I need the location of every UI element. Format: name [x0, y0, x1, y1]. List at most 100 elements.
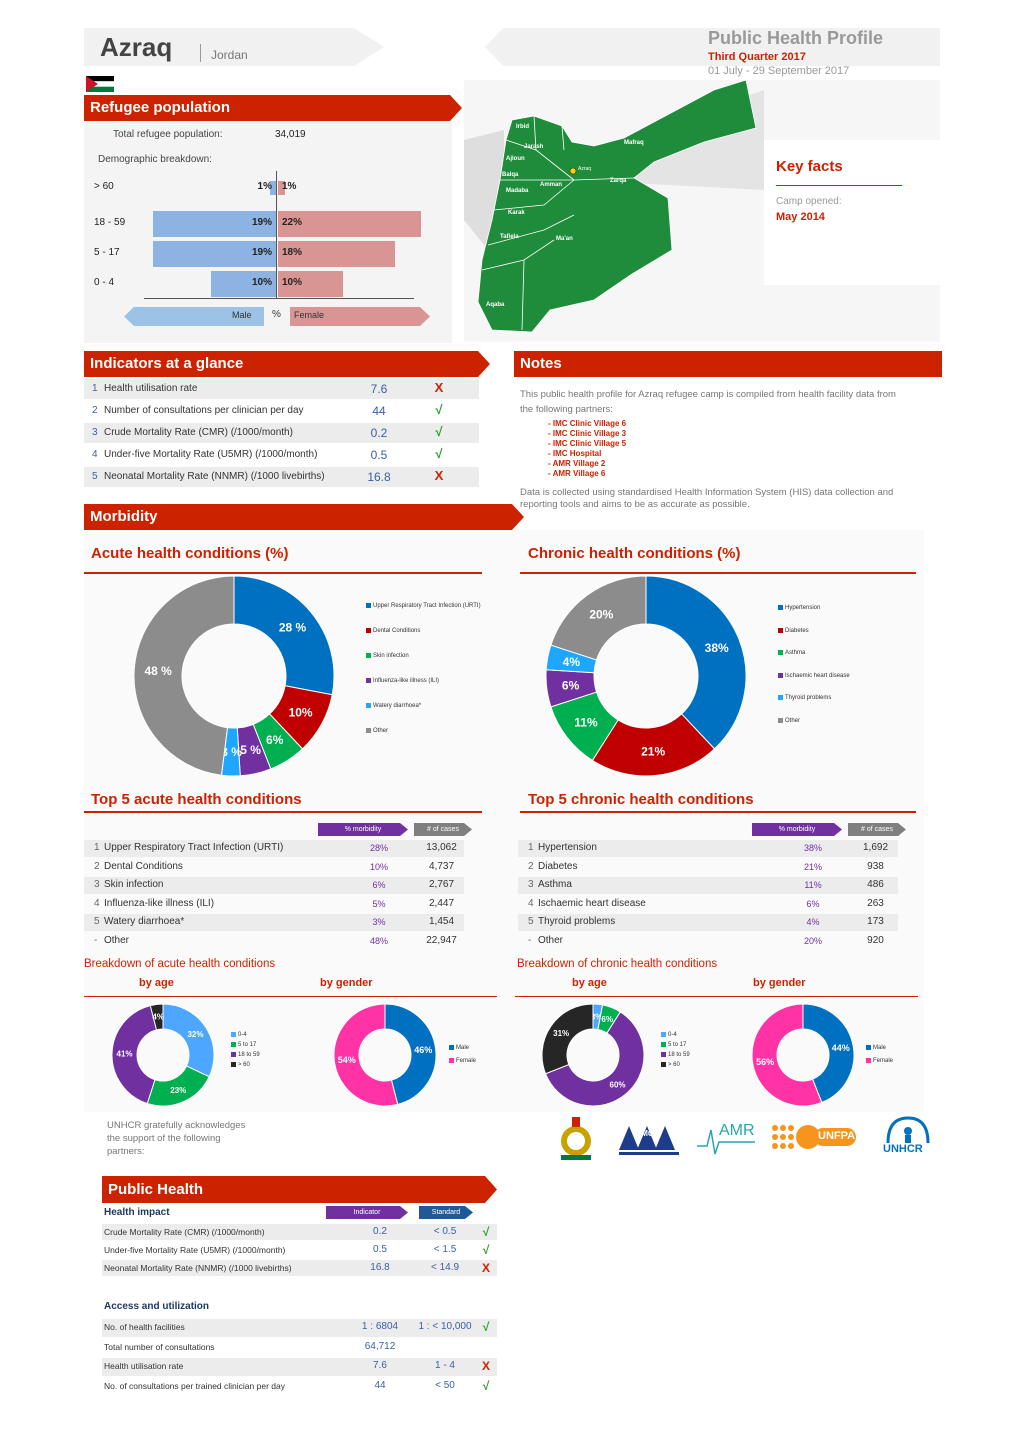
- donut-slice-label: 44%: [832, 1043, 850, 1053]
- acute-top-rule: [84, 811, 482, 813]
- title-divider: [200, 44, 201, 62]
- indicator-label: Health utilisation rate: [104, 383, 198, 394]
- legend-item: 5 to 17: [231, 1042, 256, 1048]
- health-row-standard: < 1.5: [433, 1244, 457, 1255]
- region-zarqa: Zarqa: [610, 178, 627, 184]
- condition-name: Other: [538, 934, 564, 946]
- chronic-top-title: Top 5 chronic health conditions: [528, 791, 754, 808]
- donut-slice-label: 60%: [610, 1080, 626, 1089]
- chronic-rule: [520, 572, 916, 574]
- unfpa-logo: UNFPA: [770, 1120, 858, 1154]
- ack-text: UNHCR gratefully acknowledges the suppor…: [107, 1120, 246, 1157]
- legend-item: Male: [449, 1045, 469, 1051]
- legend-label: Influenza-like illness (ILI): [373, 678, 440, 685]
- female-bar: [278, 241, 395, 267]
- imc-logo: IMC: [617, 1120, 685, 1160]
- chronic-donut: 38% 21% 11% 6% 4% 20%: [545, 575, 750, 780]
- region-tafiela: Tafiela: [500, 234, 519, 240]
- female-arrow: [290, 307, 430, 326]
- condition-pct: 3%: [372, 917, 386, 927]
- public-health-heading: Public Health: [102, 1176, 497, 1203]
- legend-swatch: [231, 1062, 236, 1067]
- condition-row: [518, 840, 898, 857]
- condition-row: [84, 933, 464, 950]
- donut-slice-label: 23%: [170, 1086, 186, 1095]
- region-aqaba: Aqaba: [486, 302, 505, 308]
- legend-item: Watery diarrhoea*: [366, 703, 421, 709]
- donut-slice: [544, 1011, 645, 1107]
- condition-cases: 486: [867, 879, 884, 890]
- profile-title: Public Health Profile: [708, 28, 884, 48]
- legend-swatch: [449, 1045, 454, 1050]
- condition-row: [84, 877, 464, 894]
- male-bar: [269, 181, 276, 195]
- legend-label: Dental Conditions: [373, 628, 421, 635]
- condition-row: [84, 840, 464, 857]
- donut-slice-label: 6%: [601, 1015, 613, 1024]
- region-jarash: Jarash: [524, 144, 544, 150]
- legend-swatch: [661, 1042, 666, 1047]
- condition-name: Ischaemic heart disease: [538, 897, 646, 909]
- health-row-label: No. of health facilities: [104, 1322, 185, 1332]
- donut-slice-label: 21%: [641, 745, 665, 759]
- camp-opened-value: May 2014: [776, 211, 825, 223]
- legend-label: Other: [785, 717, 801, 724]
- chronic-age-donut: 3% 6% 60% 31%: [541, 1003, 645, 1107]
- condition-cases: 938: [867, 860, 884, 872]
- chronic-breakdown-title: Breakdown of chronic health conditions: [517, 958, 718, 970]
- donut-slice-label: 28 %: [279, 621, 307, 635]
- legend-item: > 60: [231, 1062, 250, 1068]
- legend-swatch: [366, 653, 371, 658]
- legend-swatch: [866, 1045, 871, 1050]
- female-pct: 22%: [282, 217, 303, 228]
- health-row-standard: 1 - 4: [434, 1360, 455, 1371]
- legend-label: 5 to 17: [238, 1042, 257, 1049]
- health-row-label: No. of consultations per trained clinici…: [104, 1380, 285, 1391]
- donut-slice: [645, 575, 747, 750]
- partner-item: - AMR Village 2: [548, 459, 606, 468]
- age-group-label: 0 - 4: [94, 277, 115, 288]
- condition-number: 2: [94, 860, 100, 872]
- access-table: No. of health facilities 1 : 6804 1 : < 10…: [102, 1319, 497, 1399]
- indicator-status-icon: √: [435, 446, 443, 461]
- condition-row: [84, 914, 464, 931]
- donut-slice: [162, 1003, 215, 1078]
- female-pct: 10%: [282, 277, 303, 288]
- legend-swatch: [661, 1032, 666, 1037]
- indicator-status-icon: √: [435, 424, 443, 439]
- imc-logo-text: IMC: [639, 1129, 654, 1138]
- legend-label: > 60: [238, 1062, 250, 1069]
- map-shape: [477, 79, 757, 333]
- legend-swatch: [661, 1062, 666, 1067]
- health-row: [102, 1224, 497, 1240]
- legend-item: > 60: [661, 1062, 680, 1068]
- health-row-value: 0.2: [373, 1226, 387, 1237]
- legend-swatch: [866, 1058, 871, 1063]
- donut-slice-label: 20%: [589, 608, 613, 622]
- indicator-number: 5: [92, 471, 98, 482]
- health-row: [102, 1260, 497, 1276]
- donut-slice-label: 11%: [574, 716, 598, 730]
- health-row-value: 64,712: [364, 1340, 396, 1352]
- legend-label: 18 to 59: [238, 1052, 260, 1059]
- donut-slice: [111, 1004, 158, 1105]
- health-row-standard: 1 : < 10,000: [418, 1321, 472, 1332]
- region-maan: Ma'an: [556, 236, 573, 242]
- legend-item: 0-4: [231, 1032, 247, 1038]
- donut-slice-label: 10%: [289, 706, 313, 720]
- legend-item: Female: [866, 1058, 893, 1064]
- legend-label: Hypertension: [785, 605, 821, 612]
- health-row: [102, 1319, 497, 1337]
- legend-swatch: [231, 1032, 236, 1037]
- indicator-label: Under-five Mortality Rate (U5MR) (/1000/…: [104, 449, 318, 460]
- header-panel: [84, 28, 384, 66]
- donut-slice-label: 56%: [756, 1057, 774, 1067]
- health-status-icon: √: [482, 1378, 490, 1393]
- indicator-row: [84, 379, 479, 399]
- chronic-top-table: % morbidity # of cases 1 Hypertension 38% 1,6…: [518, 820, 913, 950]
- condition-number: 1: [528, 842, 534, 853]
- condition-number: 1: [94, 842, 100, 853]
- donut-slice-label: 6%: [562, 679, 580, 693]
- chronic-by-age-label: by age: [572, 977, 607, 989]
- chronic-legend: Hypertension Diabetes Asthma Ischaemic hear…: [778, 605, 898, 745]
